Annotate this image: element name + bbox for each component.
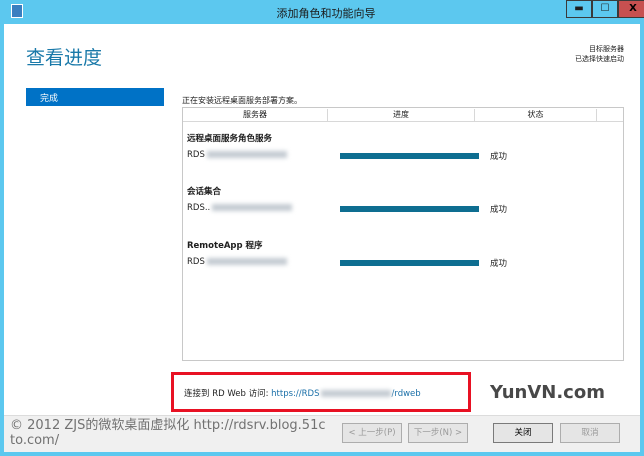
watermark: © 2012 ZJS的微软桌面虚拟化 http://rdsrv.blog.51c…	[10, 418, 326, 448]
group-title: 会话集合	[187, 187, 222, 197]
footer: < 上一步(P) 下一步(N) > 关闭 取消	[4, 415, 640, 452]
sidebar-item-complete[interactable]: 完成	[26, 88, 164, 106]
target-server: 目标服务器 已选择快速启动	[575, 44, 624, 64]
next-button[interactable]: 下一步(N) >	[408, 423, 468, 443]
target-server-label: 目标服务器	[589, 45, 624, 53]
previous-button[interactable]: < 上一步(P)	[342, 423, 402, 443]
page-title: 查看进度	[26, 47, 103, 69]
column-server[interactable]: 服务器	[183, 109, 328, 122]
status-text: 成功	[490, 152, 508, 162]
rdweb-link-label: 连接到 RD Web 访问:	[184, 389, 269, 399]
server-name: RDS	[187, 150, 287, 160]
server-name: RDS	[187, 257, 287, 267]
rdweb-link-row: 连接到 RD Web 访问: https://RDS/rdweb	[184, 387, 421, 399]
close-button[interactable]: 关闭	[493, 423, 553, 443]
rdweb-link[interactable]: https://RDS/rdweb	[271, 389, 421, 399]
progress-bar	[340, 206, 479, 212]
title-bar: 添加角色和功能向导 ▬ ☐ X	[4, 0, 644, 24]
column-progress[interactable]: 进度	[328, 109, 475, 122]
server-manager-icon	[11, 4, 23, 18]
cancel-button[interactable]: 取消	[560, 423, 620, 443]
server-name: RDS..	[187, 203, 293, 213]
group-title: RemoteApp 程序	[187, 241, 263, 251]
window-title: 添加角色和功能向导	[276, 7, 376, 20]
watermark-logo: YunVN.com	[490, 382, 605, 403]
table-header: 服务器 进度 状态	[183, 108, 623, 122]
close-window-button[interactable]: X	[618, 0, 644, 18]
status-text: 成功	[490, 205, 508, 215]
progress-bar	[340, 153, 479, 159]
status-intro: 正在安装远程桌面服务部署方案。	[182, 96, 302, 105]
column-status[interactable]: 状态	[475, 109, 597, 122]
maximize-button[interactable]: ☐	[592, 0, 618, 18]
target-server-value: 已选择快速启动	[575, 55, 624, 63]
minimize-button[interactable]: ▬	[566, 0, 592, 18]
progress-panel: 服务器 进度 状态 远程桌面服务角色服务 RDS 成功 会话集合 RDS.. 成功…	[182, 107, 624, 361]
status-text: 成功	[490, 259, 508, 269]
group-title: 远程桌面服务角色服务	[187, 134, 273, 144]
highlight-box: 连接到 RD Web 访问: https://RDS/rdweb	[171, 372, 471, 412]
progress-bar	[340, 260, 479, 266]
